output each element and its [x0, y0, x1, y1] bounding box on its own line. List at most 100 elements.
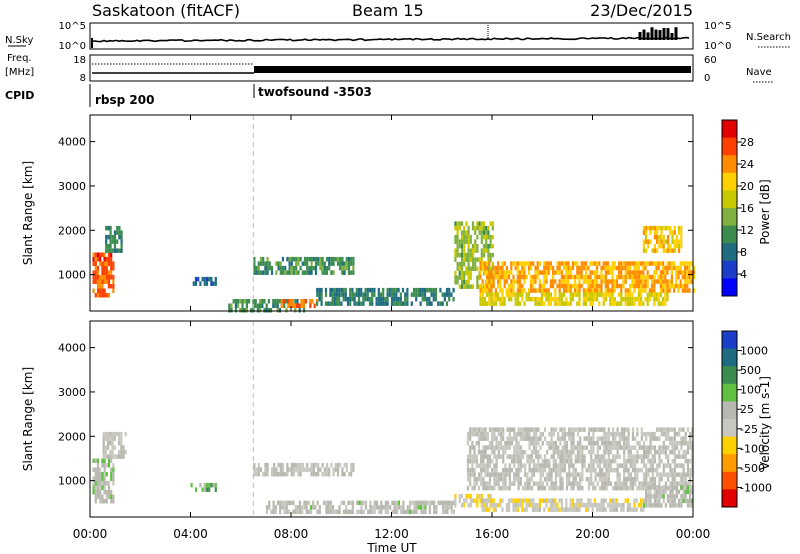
echo-cell	[92, 476, 95, 481]
echo-cell	[653, 270, 656, 275]
echo-cell	[532, 440, 536, 446]
echo-cell	[482, 252, 486, 258]
echo-cell	[627, 431, 630, 437]
echo-cell	[539, 472, 542, 477]
echo-cell	[645, 225, 648, 231]
echo-cell	[203, 276, 206, 282]
echo-cell	[607, 288, 610, 293]
echo-cell	[208, 487, 211, 492]
echo-cell	[690, 261, 693, 266]
echo-cell	[686, 265, 689, 271]
echo-cell	[541, 296, 544, 302]
colorbar-swatch	[722, 348, 737, 367]
echo-cell	[668, 279, 671, 284]
echo-cell	[456, 266, 459, 271]
echo-cell	[576, 427, 580, 432]
echo-cell	[478, 221, 481, 226]
echo-cell	[513, 445, 516, 450]
echo-cell	[581, 472, 584, 477]
echo-cell	[480, 458, 483, 464]
echo-cell	[497, 274, 500, 280]
echo-cell	[535, 463, 538, 468]
echo-cell	[570, 427, 573, 432]
echo-cell	[474, 225, 477, 231]
echo-cell	[671, 494, 674, 499]
echo-cell	[634, 454, 637, 459]
echo-cell	[324, 287, 328, 293]
echo-cell	[607, 445, 610, 450]
echo-cell	[549, 507, 552, 512]
echo-cell	[590, 481, 593, 486]
echo-cell	[532, 279, 535, 284]
echo-cell	[286, 270, 289, 275]
echo-cell	[598, 458, 602, 464]
echo-cell	[502, 467, 505, 473]
echo-cell	[266, 265, 269, 271]
echo-cell	[684, 498, 687, 504]
echo-cell	[673, 288, 676, 293]
echo-cell	[279, 467, 282, 472]
echo-cell	[684, 436, 687, 441]
echo-cell	[572, 481, 575, 486]
echo-cell	[458, 493, 461, 499]
echo-cell	[308, 265, 311, 271]
echo-cell	[591, 292, 594, 297]
echo-cell	[463, 225, 466, 231]
echo-cell	[558, 283, 561, 289]
echo-cell	[585, 270, 588, 275]
echo-cell	[340, 287, 343, 293]
echo-cell	[497, 476, 500, 482]
echo-cell	[656, 248, 659, 253]
echo-cell	[684, 494, 687, 499]
echo-cell	[435, 509, 438, 515]
echo-cell	[278, 308, 281, 313]
echo-cell	[570, 431, 573, 437]
echo-cell	[669, 248, 672, 253]
echo-cell	[686, 274, 689, 280]
echo-cell	[598, 502, 601, 508]
echo-cell	[296, 303, 299, 308]
echo-cell	[605, 445, 608, 450]
echo-cell	[514, 296, 517, 302]
echo-cell	[92, 458, 95, 463]
echo-cell	[107, 261, 111, 266]
echo-cell	[667, 427, 670, 432]
echo-cell	[635, 296, 638, 302]
echo-cell	[439, 301, 442, 306]
echo-cell	[642, 230, 645, 235]
echo-cell	[680, 427, 683, 432]
echo-cell	[552, 445, 555, 450]
echo-cell	[686, 485, 689, 490]
echo-cell	[99, 284, 102, 289]
echo-cell	[613, 498, 616, 503]
echo-cell	[513, 458, 516, 464]
echo-cell	[332, 471, 335, 477]
echo-cell	[596, 440, 599, 446]
echo-cell	[563, 265, 566, 271]
echo-cell	[508, 485, 511, 491]
echo-cell	[642, 301, 645, 306]
echo-cell	[530, 454, 533, 459]
echo-cell	[252, 299, 255, 304]
echo-cell	[102, 449, 105, 455]
echo-cell	[499, 445, 503, 450]
echo-cell	[576, 449, 580, 455]
echo-cell	[335, 287, 339, 293]
echo-cell	[543, 301, 546, 306]
echo-cell	[627, 436, 630, 441]
echo-cell	[613, 265, 616, 271]
y-tick-label: 1000	[58, 475, 86, 488]
echo-cell	[492, 283, 495, 289]
echo-cell	[611, 507, 614, 512]
echo-cell	[288, 256, 291, 262]
echo-cell	[640, 445, 643, 450]
echo-cell	[534, 279, 537, 284]
echo-cell	[647, 449, 650, 455]
echo-cell	[118, 225, 121, 231]
nave-tick-low: 0	[704, 73, 710, 84]
echo-cell	[113, 243, 117, 249]
echo-cell	[495, 436, 498, 441]
echo-cell	[563, 431, 566, 437]
echo-cell	[631, 454, 635, 459]
echo-cell	[552, 463, 555, 468]
